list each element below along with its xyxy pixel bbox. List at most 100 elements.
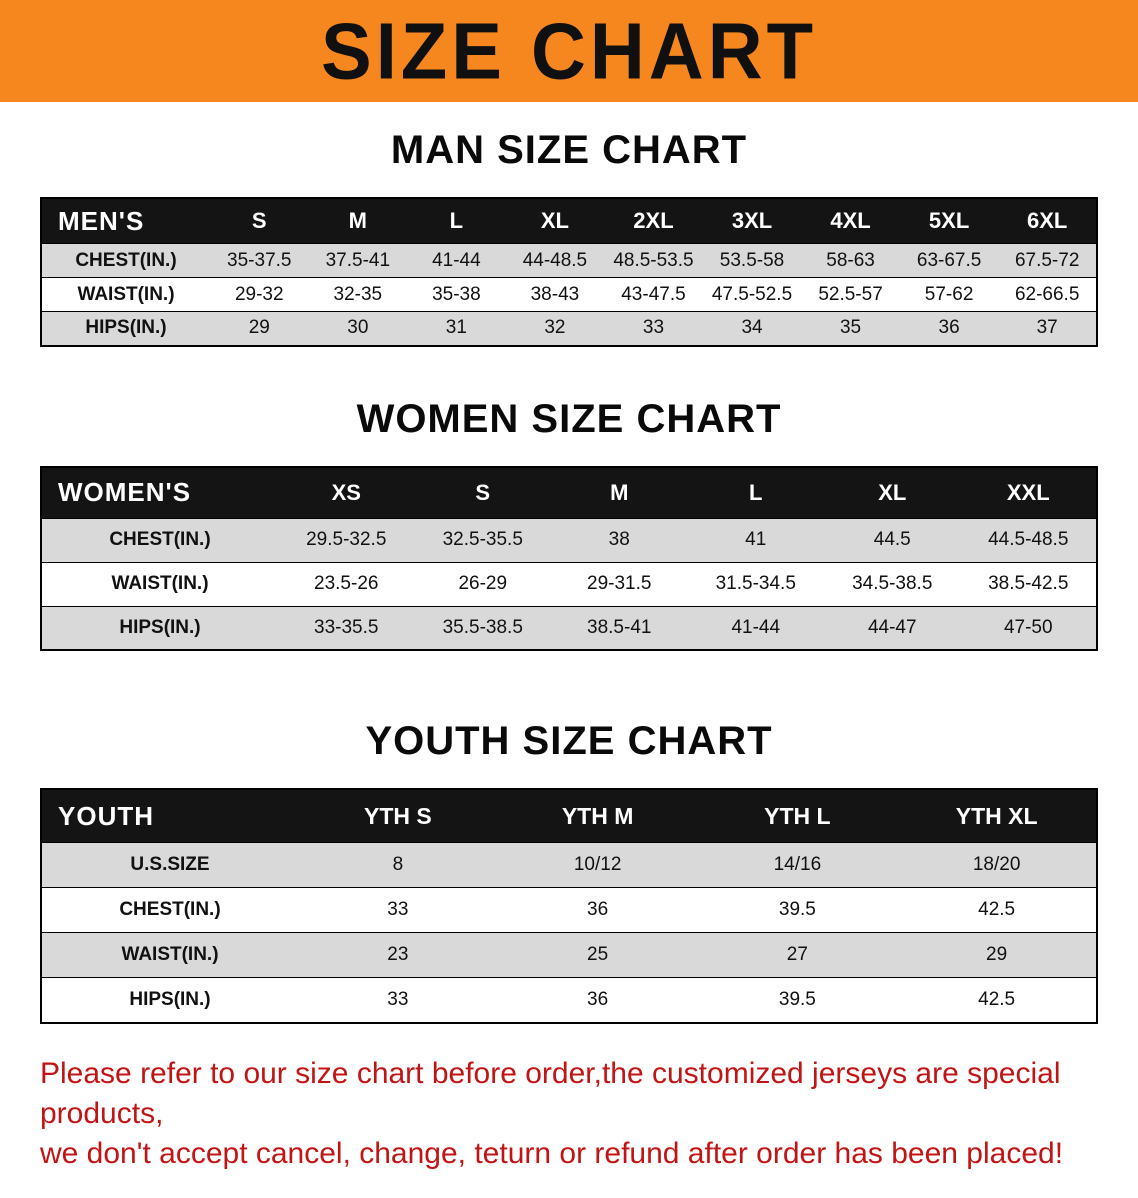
table-row: HIPS(IN.) 33 36 39.5 42.5: [41, 977, 1097, 1023]
table-title-cell: MEN'S: [41, 198, 210, 244]
size-header-cell: S: [414, 466, 551, 518]
value-cell: 47.5-52.5: [711, 283, 793, 305]
value-cell: 38-43: [530, 283, 580, 305]
table-row: HIPS(IN.) 29 30 31 32 33 34 35 36 37: [41, 311, 1097, 346]
value-cell: 33: [642, 317, 665, 339]
men-size-table: MEN'S S M L XL 2XL 3XL 4XL 5XL 6XL CHEST(IN.) 35-37…: [40, 197, 1098, 347]
value-cell: 41-44: [432, 249, 481, 271]
value-cell: 57-62: [924, 283, 974, 305]
man-size-chart-section: MAN SIZE CHART MEN'S S M L XL 2XL 3XL 4XL 5XL 6XL…: [0, 128, 1138, 347]
value-cell: 52.5-57: [818, 283, 883, 305]
size-chart-banner: SIZE CHART: [0, 0, 1138, 102]
size-header-cell: XL: [824, 466, 961, 518]
table-row: WAIST(IN.) 29-32 32-35 35-38 38-43 43-47.5 47.…: [41, 277, 1097, 312]
value-cell: 33: [387, 988, 409, 1010]
value-cell: 42.5: [978, 899, 1016, 920]
value-cell: 33-35.5: [314, 616, 379, 638]
row-label-cell: U.S.SIZE: [130, 854, 210, 875]
disclaimer-line-2: we don't accept cancel, change, teturn o…: [40, 1136, 1064, 1170]
row-label-cell: WAIST(IN.): [77, 283, 175, 305]
value-cell: 33: [387, 899, 409, 920]
size-header-cell: L: [687, 466, 824, 518]
value-cell: 10/12: [573, 854, 622, 875]
value-cell: 53.5-58: [719, 249, 785, 271]
table-row: WAIST(IN.) 23 25 27 29: [41, 932, 1097, 978]
value-cell: 42.5: [978, 988, 1016, 1010]
value-cell: 67.5-72: [1014, 249, 1080, 271]
value-cell: 29-32: [234, 283, 284, 305]
youth-size-table: YOUTH YTH S YTH M YTH L YTH XL U.S.SIZE 8 10/12…: [40, 788, 1098, 1024]
value-cell: 32: [544, 317, 566, 339]
value-cell: 34.5-38.5: [852, 573, 933, 594]
disclaimer-line-1: Please refer to our size chart before or…: [40, 1056, 1061, 1130]
row-label-cell: WAIST(IN.): [111, 573, 209, 594]
table-row: CHEST(IN.) 33 36 39.5 42.5: [41, 887, 1097, 933]
value-cell: 36: [587, 899, 609, 920]
value-cell: 32-35: [333, 283, 383, 305]
table-header-row: MEN'S S M L XL 2XL 3XL 4XL 5XL 6XL: [41, 198, 1097, 244]
size-header-cell: 3XL: [702, 198, 802, 244]
table-row: HIPS(IN.) 33-35.5 35.5-38.5 38.5-41 41-44 44-…: [41, 606, 1097, 650]
youth-section-heading: YOUTH SIZE CHART: [365, 719, 773, 763]
row-label-cell: CHEST(IN.): [75, 249, 177, 271]
value-cell: 41: [745, 529, 767, 550]
size-header-cell: 6XL: [998, 198, 1097, 244]
value-cell: 35-38: [432, 283, 481, 305]
size-header-cell: 4XL: [801, 198, 900, 244]
table-header-row: YOUTH YTH S YTH M YTH L YTH XL: [41, 789, 1097, 843]
size-header-cell: S: [210, 198, 309, 244]
size-header-cell: M: [308, 198, 408, 244]
value-cell: 35: [839, 317, 862, 339]
value-cell: 38.5-41: [587, 616, 652, 638]
value-cell: 63-67.5: [916, 249, 982, 271]
value-cell: 34: [741, 317, 763, 339]
row-label-cell: CHEST(IN.): [119, 899, 221, 920]
value-cell: 14/16: [773, 854, 822, 875]
table-row: CHEST(IN.) 29.5-32.5 32.5-35.5 38 41 44.5 44.5…: [41, 518, 1097, 562]
disclaimer-text: Please refer to our size chart before or…: [40, 1054, 1114, 1175]
value-cell: 36: [938, 317, 960, 339]
value-cell: 35-37.5: [227, 249, 292, 271]
table-row: WAIST(IN.) 23.5-26 26-29 29-31.5 31.5-34.5 34…: [41, 562, 1097, 606]
value-cell: 29.5-32.5: [306, 529, 387, 550]
value-cell: 62-66.5: [1014, 283, 1080, 305]
size-header-cell: YTH L: [697, 789, 898, 843]
value-cell: 29-31.5: [587, 573, 652, 594]
size-header-cell: L: [407, 198, 506, 244]
value-cell: 38.5-42.5: [988, 573, 1069, 594]
value-cell: 29: [248, 317, 270, 339]
size-header-cell: 5XL: [899, 198, 999, 244]
size-header-cell: XL: [505, 198, 605, 244]
row-label-cell: WAIST(IN.): [121, 944, 219, 965]
value-cell: 26-29: [458, 573, 508, 594]
size-header-cell: YTH M: [497, 789, 698, 843]
table-title-cell: YOUTH: [41, 789, 298, 843]
value-cell: 31.5-34.5: [715, 573, 796, 594]
man-section-heading: MAN SIZE CHART: [390, 128, 748, 172]
value-cell: 29: [986, 944, 1008, 965]
value-cell: 23.5-26: [314, 573, 379, 594]
women-section-heading: WOMEN SIZE CHART: [356, 396, 782, 441]
value-cell: 23: [387, 944, 409, 965]
table-title-cell: WOMEN'S: [41, 466, 278, 518]
value-cell: 25: [587, 944, 609, 965]
value-cell: 37: [1036, 317, 1058, 339]
row-label-cell: HIPS(IN.): [85, 317, 167, 339]
value-cell: 43-47.5: [621, 283, 686, 305]
value-cell: 35.5-38.5: [442, 616, 523, 638]
table-header-row: WOMEN'S XS S M L XL XXL: [41, 466, 1097, 518]
row-label-cell: HIPS(IN.): [119, 616, 201, 638]
table-row: CHEST(IN.) 35-37.5 37.5-41 41-44 44-48.5 48.5…: [41, 243, 1097, 278]
row-label-cell: HIPS(IN.): [129, 988, 211, 1010]
value-cell: 8: [392, 854, 404, 875]
size-header-cell: YTH XL: [897, 789, 1097, 843]
value-cell: 41-44: [731, 616, 781, 638]
row-label-cell: CHEST(IN.): [109, 529, 211, 550]
size-header-cell: XS: [278, 466, 415, 518]
women-size-chart-section: WOMEN SIZE CHART WOMEN'S XS S M L XL XXL CHEST(…: [0, 396, 1138, 651]
value-cell: 38: [608, 529, 630, 550]
value-cell: 36: [587, 988, 609, 1010]
value-cell: 39.5: [778, 988, 816, 1010]
value-cell: 44.5-48.5: [988, 529, 1069, 550]
